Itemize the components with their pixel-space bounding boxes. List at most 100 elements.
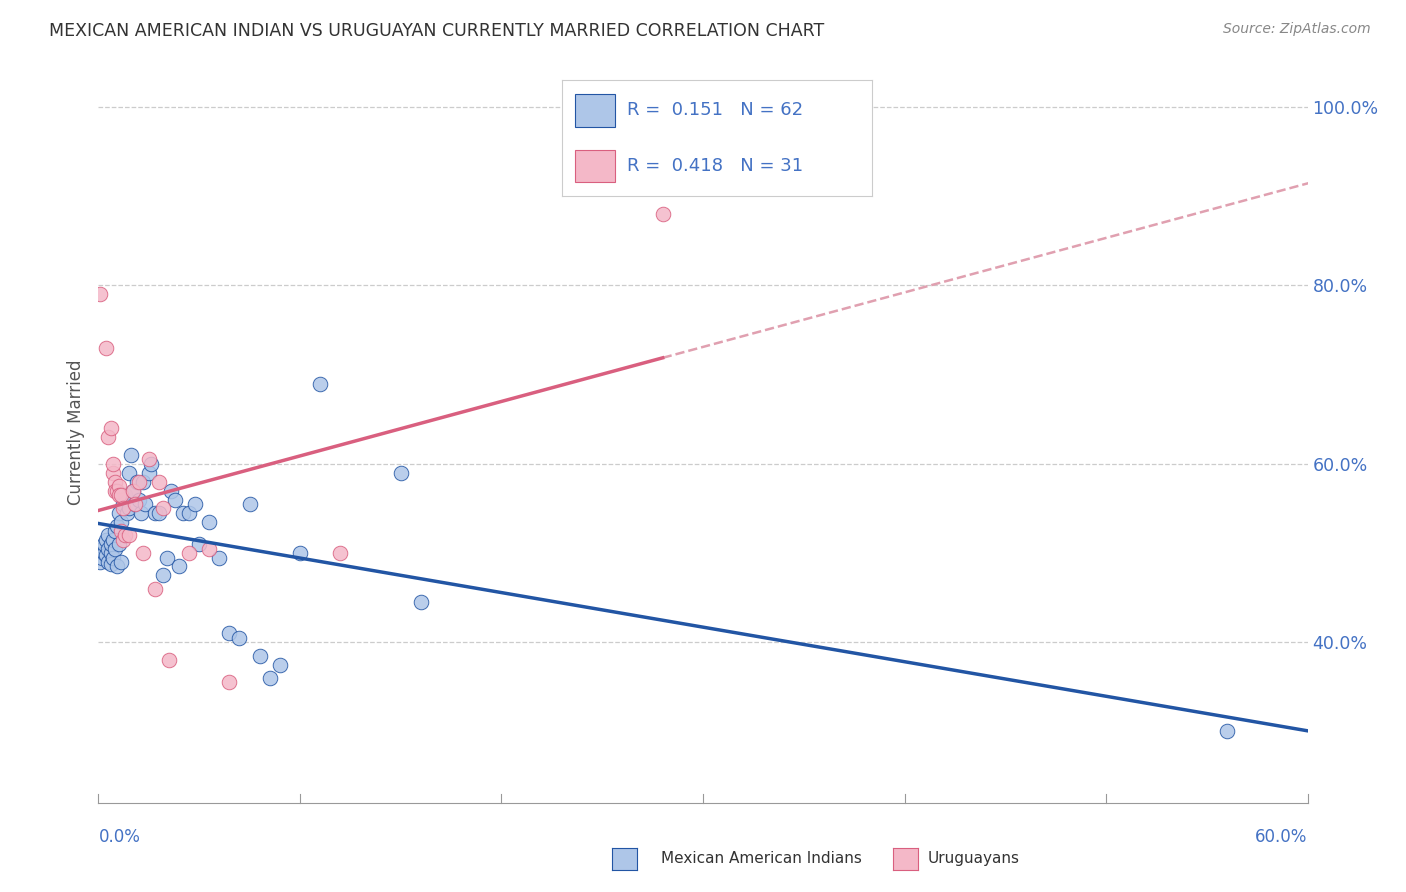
Point [163, 492, 186, 507]
Point [143, 582, 166, 596]
Text: 0.0%: 0.0% [98, 828, 141, 846]
Point [107, 479, 129, 493]
Point [93, 546, 115, 560]
Text: MEXICAN AMERICAN INDIAN VS URUGUAYAN CURRENTLY MARRIED CORRELATION CHART: MEXICAN AMERICAN INDIAN VS URUGUAYAN CUR… [49, 22, 824, 40]
Point [148, 475, 170, 489]
Point [179, 546, 201, 560]
Point [118, 501, 141, 516]
Point [103, 475, 125, 489]
Point [97, 541, 120, 556]
Point [97, 528, 120, 542]
Point [114, 528, 136, 542]
Point [329, 546, 352, 560]
Point [91, 550, 114, 565]
Point [107, 506, 129, 520]
Point [208, 550, 231, 565]
Text: 60.0%: 60.0% [1256, 828, 1308, 846]
Point [121, 483, 143, 498]
Point [115, 506, 138, 520]
Point [103, 524, 125, 538]
Point [218, 675, 240, 690]
Point [103, 541, 125, 556]
Point [167, 559, 190, 574]
Point [198, 541, 221, 556]
Point [129, 506, 152, 520]
Point [184, 497, 207, 511]
Point [100, 421, 122, 435]
Point [143, 506, 166, 520]
Point [124, 497, 146, 511]
Point [160, 483, 183, 498]
Point [101, 550, 124, 565]
Point [259, 671, 281, 685]
Point [118, 466, 141, 480]
Point [107, 488, 129, 502]
Point [100, 557, 122, 571]
Point [132, 475, 155, 489]
Point [651, 207, 673, 221]
Point [118, 528, 141, 542]
Point [120, 448, 142, 462]
Point [96, 548, 118, 562]
Point [134, 497, 156, 511]
Point [148, 506, 170, 520]
Point [124, 497, 146, 511]
Point [111, 533, 134, 547]
Point [111, 497, 134, 511]
Point [138, 452, 160, 467]
Point [157, 653, 180, 667]
Point [198, 515, 221, 529]
Point [121, 483, 143, 498]
Point [97, 430, 120, 444]
Point [128, 475, 150, 489]
Point [105, 559, 128, 574]
Point [152, 501, 174, 516]
Point [96, 341, 118, 355]
Point [179, 506, 201, 520]
Point [269, 657, 291, 672]
Point [188, 537, 211, 551]
Point [110, 515, 132, 529]
Y-axis label: Currently Married: Currently Married [66, 359, 84, 506]
Point [249, 648, 271, 663]
Point [97, 555, 120, 569]
Point [101, 457, 124, 471]
Point [218, 626, 240, 640]
Point [409, 595, 432, 609]
Point [103, 483, 125, 498]
Point [309, 376, 332, 391]
Point [107, 537, 129, 551]
Bar [575, 95, 614, 127]
Point [93, 537, 115, 551]
Point [91, 541, 114, 556]
Point [228, 631, 250, 645]
Point [89, 287, 111, 301]
Point [138, 466, 160, 480]
Text: Mexican American Indians: Mexican American Indians [661, 851, 862, 865]
Point [152, 568, 174, 582]
Point [105, 483, 128, 498]
Text: Uruguayans: Uruguayans [928, 851, 1019, 865]
Point [110, 555, 132, 569]
Point [110, 488, 132, 502]
Text: R =  0.418   N = 31: R = 0.418 N = 31 [627, 157, 803, 175]
Point [156, 550, 179, 565]
Text: R =  0.151   N = 62: R = 0.151 N = 62 [627, 102, 803, 120]
Text: Source: ZipAtlas.com: Source: ZipAtlas.com [1223, 22, 1371, 37]
Point [100, 537, 122, 551]
Point [132, 546, 155, 560]
Point [1216, 724, 1239, 739]
Point [100, 546, 122, 560]
Bar [575, 150, 614, 182]
Point [89, 555, 111, 569]
Point [172, 506, 194, 520]
Point [288, 546, 311, 560]
Point [96, 533, 118, 547]
Point [128, 492, 150, 507]
Point [101, 533, 124, 547]
Point [110, 524, 132, 538]
Point [101, 466, 124, 480]
Point [389, 466, 412, 480]
Point [114, 488, 136, 502]
Point [139, 457, 162, 471]
